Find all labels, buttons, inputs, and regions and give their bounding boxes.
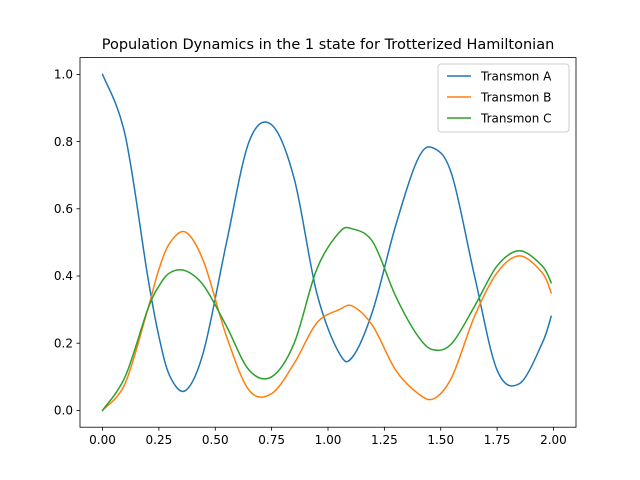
legend-label: Transmon B [480, 90, 551, 104]
x-tick-label: 0.25 [146, 433, 173, 447]
y-tick-label: 0.8 [54, 135, 73, 149]
y-tick-label: 1.0 [54, 68, 73, 82]
x-tick-label: 1.00 [315, 433, 342, 447]
x-tick-label: 0.75 [258, 433, 285, 447]
x-tick-label: 0.00 [89, 433, 116, 447]
y-tick-label: 0.4 [54, 269, 73, 283]
legend: Transmon A Transmon B Transmon C [437, 63, 570, 133]
series-line-transmon-b [101, 230, 553, 412]
chart-title: Population Dynamics in the 1 state for T… [102, 37, 555, 53]
x-tick-label: 1.50 [427, 433, 454, 447]
plot-frame [79, 57, 577, 428]
x-tick-label: 0.50 [202, 433, 229, 447]
y-tick-label: 0.6 [54, 202, 73, 216]
series-layer [101, 73, 553, 412]
axis-layer: 0.00 0.25 0.50 0.75 1.00 1.25 1.50 1.75 2.00 0.0 0… [54, 68, 567, 448]
legend-label: Transmon C [480, 111, 552, 125]
x-tick-label: 2.00 [540, 433, 567, 447]
legend-box [437, 63, 570, 133]
y-tick-label: 0.2 [54, 336, 73, 350]
y-tick-label: 0.0 [54, 404, 73, 418]
x-tick-label: 1.25 [371, 433, 398, 447]
legend-label: Transmon A [480, 69, 552, 83]
series-line-transmon-a [101, 73, 553, 393]
series-line-transmon-c [101, 226, 553, 412]
x-tick-label: 1.75 [484, 433, 511, 447]
